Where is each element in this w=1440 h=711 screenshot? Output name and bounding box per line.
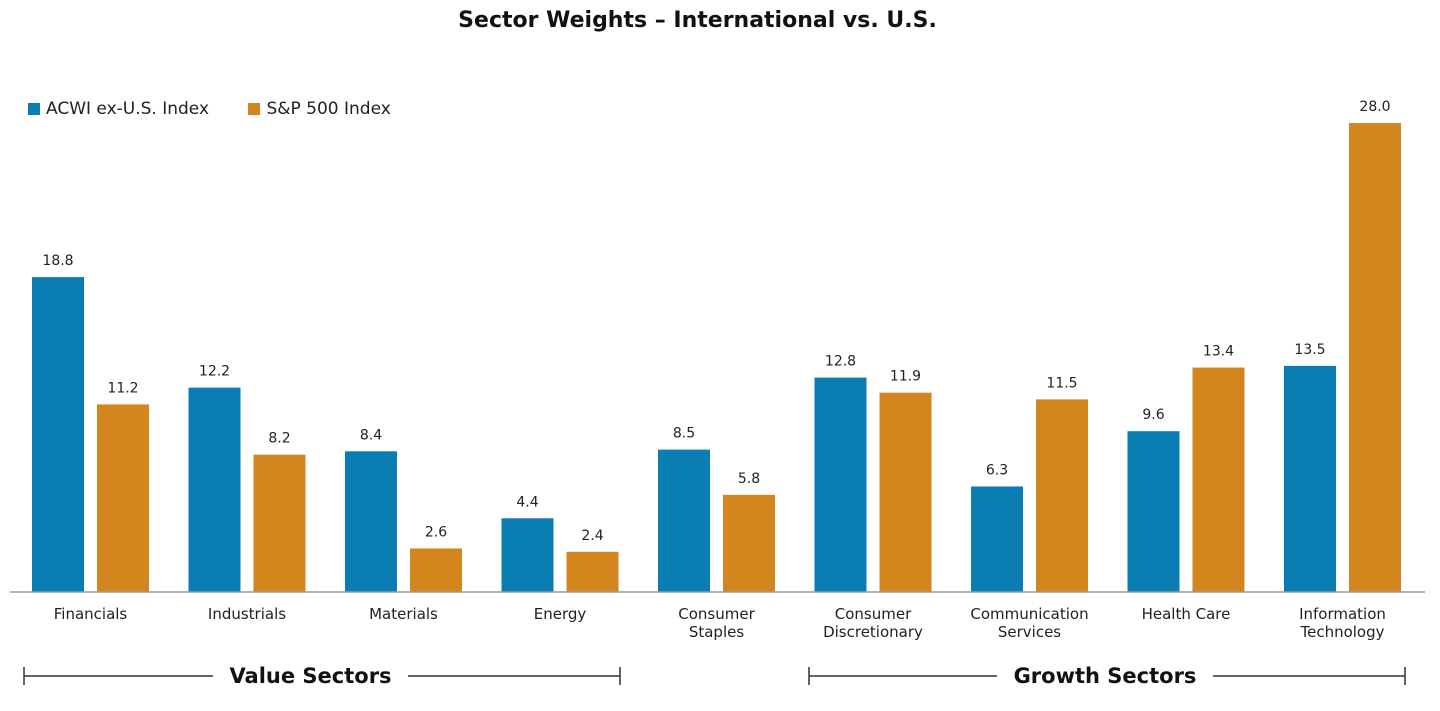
- value-label-acwi-4: 8.5: [673, 426, 695, 442]
- category-label-5-line0: Consumer: [835, 605, 912, 623]
- category-label-7: Health Care: [1142, 605, 1231, 623]
- value-label-sp500-8: 28.0: [1359, 99, 1390, 115]
- value-label-acwi-3: 4.4: [516, 494, 538, 510]
- category-label-5-line1: Discretionary: [823, 623, 923, 641]
- value-label-acwi-1: 12.2: [199, 364, 230, 380]
- bar-acwi-5: [814, 377, 867, 592]
- value-label-acwi-2: 8.4: [360, 427, 382, 443]
- bar-sp500-6: [1036, 399, 1088, 592]
- bar-sp500-4: [723, 494, 775, 592]
- bar-sp500-0: [97, 404, 149, 592]
- bar-acwi-6: [971, 486, 1023, 592]
- legend-item-sp500: S&P 500 Index: [248, 99, 391, 119]
- value-label-sp500-2: 2.6: [425, 524, 447, 540]
- value-label-acwi-6: 6.3: [986, 462, 1008, 478]
- category-label-8-line1: Technology: [1299, 623, 1384, 641]
- group-label-value: Value Sectors: [229, 664, 391, 688]
- chart-title: Sector Weights – International vs. U.S.: [458, 8, 937, 33]
- bar-sp500-5: [879, 392, 932, 592]
- bar-sp500-7: [1192, 367, 1245, 592]
- category-label-3: Energy: [534, 605, 587, 623]
- category-label-2: Materials: [369, 605, 438, 623]
- value-label-sp500-4: 5.8: [738, 471, 760, 487]
- legend-label-sp500: S&P 500 Index: [266, 99, 391, 119]
- value-label-acwi-0: 18.8: [42, 253, 73, 269]
- value-label-sp500-7: 13.4: [1203, 344, 1234, 360]
- legend: ACWI ex-U.S. Index S&P 500 Index: [28, 99, 425, 120]
- bar-acwi-0: [32, 277, 84, 592]
- legend-item-acwi: ACWI ex-U.S. Index: [28, 99, 209, 119]
- value-label-sp500-1: 8.2: [268, 431, 290, 447]
- value-label-acwi-5: 12.8: [825, 354, 856, 370]
- group-label-growth: Growth Sectors: [1014, 664, 1197, 688]
- legend-swatch-acwi: [28, 103, 40, 115]
- category-label-1: Industrials: [208, 605, 286, 623]
- value-label-sp500-3: 2.4: [581, 528, 603, 544]
- bar-acwi-2: [345, 451, 397, 592]
- category-label-8-line0: Information: [1299, 605, 1386, 623]
- bar-acwi-8: [1284, 365, 1336, 592]
- value-label-sp500-0: 11.2: [107, 380, 138, 396]
- value-label-sp500-6: 11.5: [1046, 375, 1077, 391]
- bar-acwi-7: [1127, 431, 1180, 592]
- value-label-acwi-7: 9.6: [1142, 407, 1164, 423]
- bar-acwi-1: [188, 387, 241, 592]
- bar-sp500-3: [566, 551, 619, 592]
- value-label-acwi-8: 13.5: [1294, 342, 1325, 358]
- bar-sp500-8: [1349, 123, 1401, 592]
- category-label-6-line0: Communication: [970, 605, 1088, 623]
- category-label-6-line1: Services: [998, 623, 1061, 641]
- legend-label-acwi: ACWI ex-U.S. Index: [46, 99, 210, 119]
- bar-acwi-3: [501, 518, 554, 592]
- bar-sp500-1: [253, 454, 306, 592]
- bar-acwi-4: [658, 449, 710, 592]
- category-label-0: Financials: [54, 605, 128, 623]
- value-label-sp500-5: 11.9: [890, 369, 921, 385]
- category-label-4-line1: Staples: [689, 623, 745, 641]
- category-label-4-line0: Consumer: [678, 605, 755, 623]
- legend-swatch-sp500: [248, 103, 261, 115]
- bar-sp500-2: [410, 548, 462, 592]
